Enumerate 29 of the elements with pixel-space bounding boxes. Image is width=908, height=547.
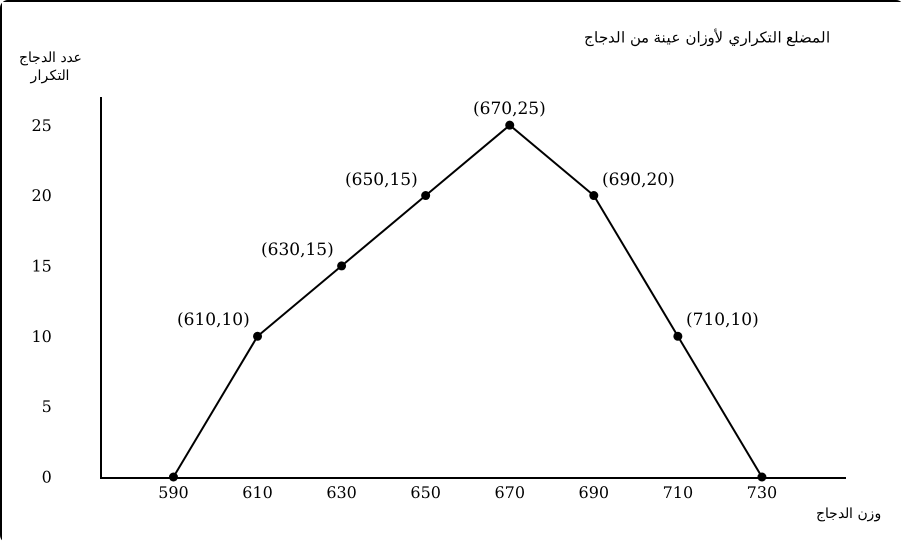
point xyxy=(337,261,346,270)
point xyxy=(589,191,598,200)
y-tick-label: 5 xyxy=(42,397,52,416)
y-axis-title: عدد الدجاج التكرار xyxy=(19,50,82,84)
point xyxy=(253,332,262,341)
x-axis-title: وزن الدجاج xyxy=(816,506,882,522)
annotation: (710,10) xyxy=(686,310,759,330)
annotation: (690,20) xyxy=(602,170,675,190)
point xyxy=(421,191,430,200)
annotation: (650,15) xyxy=(345,170,418,190)
annotation: (630,15) xyxy=(261,240,334,260)
point xyxy=(505,120,514,130)
annotation: (610,10) xyxy=(177,310,250,330)
point xyxy=(673,332,682,341)
x-tick-label: 710 xyxy=(662,483,694,502)
x-tick-label: 610 xyxy=(242,483,273,502)
x-tick-label: 730 xyxy=(746,483,778,502)
x-tick-label: 590 xyxy=(158,483,189,502)
x-tick-label: 650 xyxy=(410,483,441,502)
y-tick-label: 10 xyxy=(31,326,52,346)
x-tick-label: 630 xyxy=(326,483,357,502)
y-tick-label: 0 xyxy=(42,468,52,487)
y-tick-label: 25 xyxy=(31,116,52,135)
chart-title: المضلع التكراري لأوزان عينة من الدجاج xyxy=(584,28,830,46)
annotation: (670,25) xyxy=(473,99,546,119)
y-tick-label: 20 xyxy=(31,186,52,206)
x-tick-label: 690 xyxy=(578,483,610,502)
y-tick-label: 15 xyxy=(31,256,52,276)
x-tick-label: 670 xyxy=(494,483,526,502)
